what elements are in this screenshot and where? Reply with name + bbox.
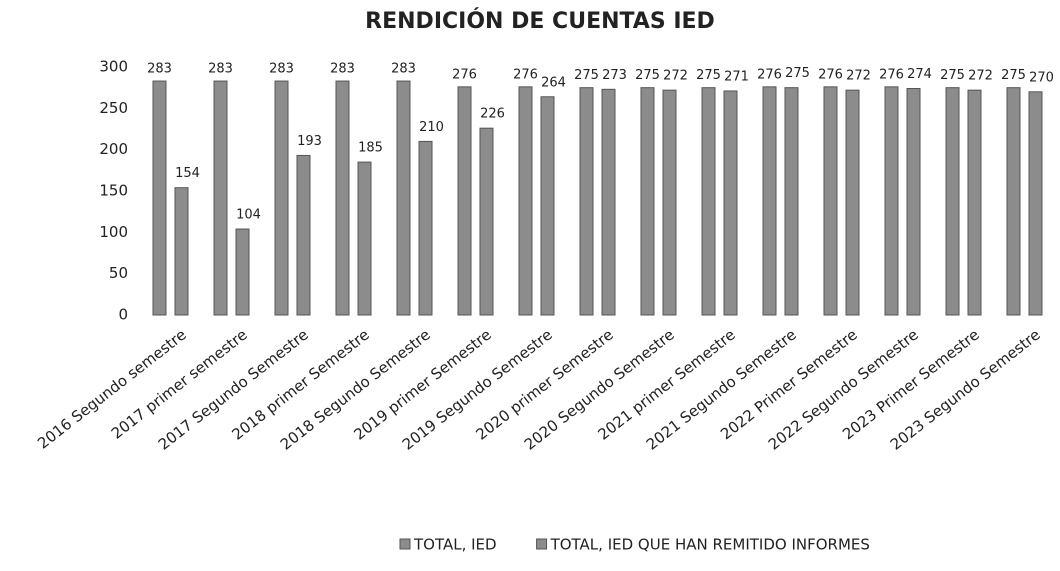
- legend-label: TOTAL, IED QUE HAN REMITIDO INFORMES: [550, 536, 870, 554]
- bar: [823, 86, 838, 316]
- bar: [213, 80, 228, 316]
- data-label: 185: [358, 141, 383, 156]
- y-tick-label: 200: [99, 140, 128, 158]
- y-tick-label: 300: [99, 58, 128, 76]
- data-label: 270: [1029, 70, 1054, 85]
- bar: [640, 87, 655, 316]
- bar: [784, 87, 799, 316]
- legend-label: TOTAL, IED: [413, 536, 497, 554]
- data-label: 276: [879, 67, 904, 82]
- data-label: 226: [480, 107, 505, 122]
- data-label: 283: [391, 62, 416, 77]
- data-label: 272: [968, 69, 993, 84]
- bar: [457, 86, 472, 316]
- data-label: 154: [175, 166, 200, 181]
- bar: [845, 89, 860, 316]
- legend-swatch: [399, 538, 411, 550]
- y-tick-label: 50: [109, 264, 128, 282]
- bar: [1006, 87, 1021, 316]
- data-label: 275: [785, 66, 810, 81]
- data-label: 274: [907, 67, 932, 82]
- y-tick-label: 100: [99, 223, 128, 241]
- data-label: 275: [635, 68, 660, 83]
- bar: [945, 87, 960, 316]
- data-label: 275: [940, 68, 965, 83]
- data-label: 275: [574, 68, 599, 83]
- data-label: 271: [724, 69, 749, 84]
- bar: [518, 86, 533, 316]
- data-label: 276: [757, 67, 782, 82]
- y-tick-label: 250: [99, 99, 128, 117]
- y-tick-label: 150: [99, 182, 128, 200]
- data-label: 283: [330, 62, 355, 77]
- data-label: 210: [419, 120, 444, 135]
- bar: [274, 80, 289, 316]
- bar: [1028, 91, 1043, 316]
- bar: [723, 90, 738, 316]
- data-label: 272: [846, 69, 871, 84]
- y-tick-label: 0: [118, 306, 128, 324]
- bar: [601, 88, 616, 316]
- data-label: 275: [1001, 68, 1026, 83]
- chart-title: RENDICIÓN DE CUENTAS IED: [365, 8, 715, 34]
- data-label: 283: [208, 62, 233, 77]
- bar: [906, 87, 921, 316]
- bar: [701, 87, 716, 316]
- data-label: 275: [696, 68, 721, 83]
- data-label: 276: [513, 67, 538, 82]
- data-label: 276: [452, 67, 477, 82]
- bar: [152, 80, 167, 316]
- bar: [762, 86, 777, 316]
- bar: [174, 187, 189, 316]
- data-label: 283: [269, 62, 294, 77]
- bar: [235, 228, 250, 316]
- bar: [662, 89, 677, 316]
- bar: [418, 140, 433, 316]
- legend-swatch: [536, 538, 548, 550]
- data-label: 193: [297, 134, 322, 149]
- data-label: 283: [147, 62, 172, 77]
- data-label: 264: [541, 75, 566, 90]
- data-label: 272: [663, 69, 688, 84]
- bar: [479, 127, 494, 316]
- bar: [540, 96, 555, 316]
- bar: [884, 86, 899, 316]
- bar: [335, 80, 350, 316]
- bar: [296, 154, 311, 316]
- bar: [396, 80, 411, 316]
- data-label: 104: [236, 208, 261, 223]
- bar: [357, 161, 372, 316]
- data-label: 273: [602, 68, 627, 83]
- bar: [579, 87, 594, 316]
- data-label: 276: [818, 67, 843, 82]
- bar: [967, 89, 982, 316]
